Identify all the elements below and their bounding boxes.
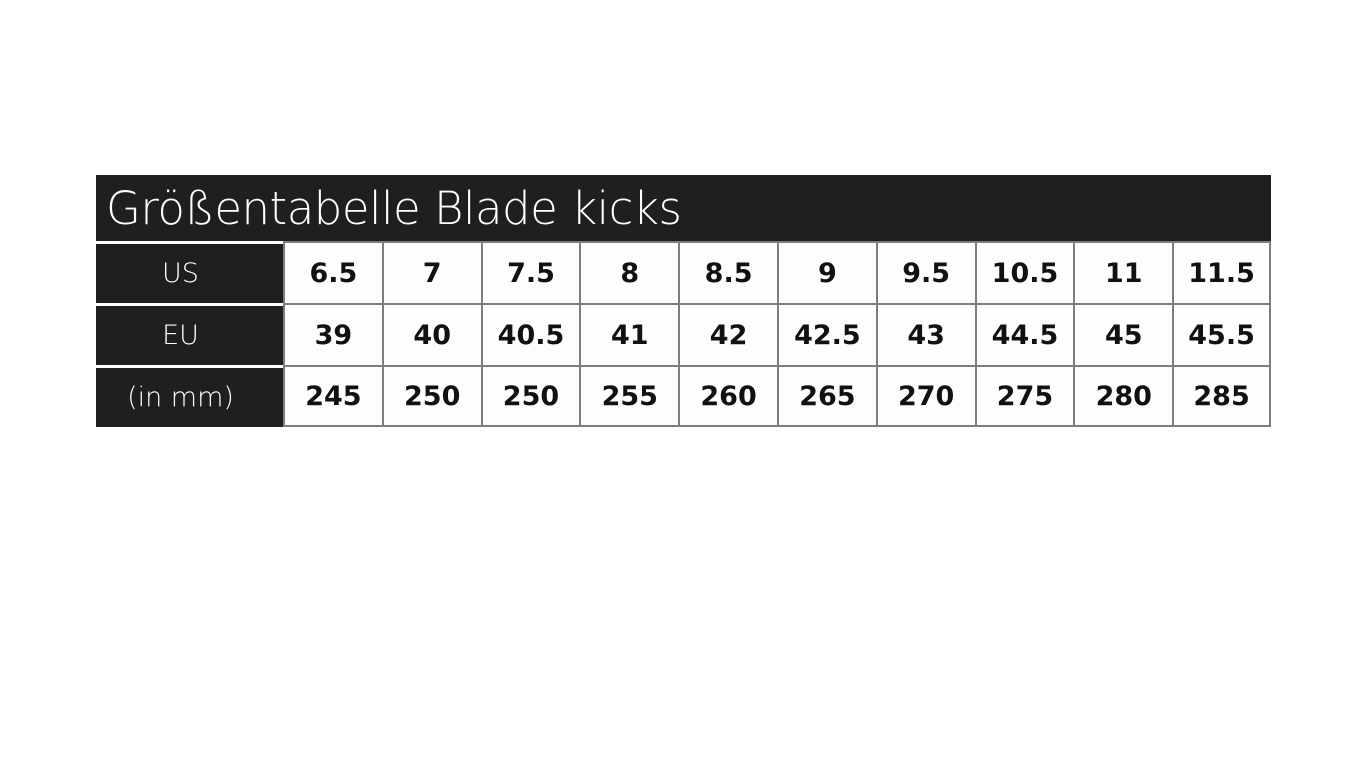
cell-us-0: 6.5 (283, 241, 382, 303)
table-row: (in mm) 245 250 250 255 260 265 270 275 … (96, 365, 1271, 427)
cell-eu-4: 42 (678, 303, 777, 365)
cell-mm-7: 275 (974, 365, 1074, 427)
page-title: Größentabelle Blade kicks (106, 181, 682, 235)
table-row: EU 39 40 40.5 41 42 42.5 43 44.5 45 45.5 (96, 303, 1271, 365)
cell-eu-6: 43 (875, 303, 975, 365)
cell-eu-7: 44.5 (974, 303, 1074, 365)
cell-eu-8: 45 (1073, 303, 1173, 365)
cell-mm-3: 255 (579, 365, 679, 427)
cell-mm-9: 285 (1172, 365, 1271, 427)
cell-eu-2: 40.5 (480, 303, 580, 365)
cell-mm-1: 250 (381, 365, 481, 427)
cell-us-6: 9.5 (875, 241, 975, 303)
cell-us-2: 7.5 (480, 241, 580, 303)
cell-us-7: 10.5 (974, 241, 1074, 303)
cell-eu-9: 45.5 (1172, 303, 1271, 365)
cell-eu-5: 42.5 (776, 303, 876, 365)
table-row: US 6.5 7 7.5 8 8.5 9 9.5 10.5 11 11.5 (96, 241, 1271, 303)
row-label-mm: (in mm) (96, 365, 283, 427)
cell-us-4: 8.5 (678, 241, 777, 303)
cell-eu-0: 39 (283, 303, 382, 365)
cell-us-9: 11.5 (1172, 241, 1271, 303)
cell-mm-8: 280 (1073, 365, 1173, 427)
size-conversion-table: US 6.5 7 7.5 8 8.5 9 9.5 10.5 11 11.5 EU… (96, 241, 1271, 427)
cell-us-8: 11 (1073, 241, 1173, 303)
cell-eu-3: 41 (579, 303, 679, 365)
cell-mm-5: 265 (776, 365, 876, 427)
row-label-us: US (96, 241, 283, 303)
cell-mm-4: 260 (678, 365, 777, 427)
row-label-eu: EU (96, 303, 283, 365)
size-table-body: US 6.5 7 7.5 8 8.5 9 9.5 10.5 11 11.5 EU… (96, 241, 1271, 427)
chart-title-bar: Größentabelle Blade kicks (96, 175, 1271, 241)
cell-mm-0: 245 (283, 365, 382, 427)
cell-mm-6: 270 (875, 365, 975, 427)
cell-us-3: 8 (579, 241, 679, 303)
cell-us-5: 9 (776, 241, 876, 303)
cell-eu-1: 40 (381, 303, 481, 365)
cell-mm-2: 250 (480, 365, 580, 427)
cell-us-1: 7 (381, 241, 481, 303)
size-chart: Größentabelle Blade kicks US 6.5 7 7.5 8… (96, 175, 1271, 427)
